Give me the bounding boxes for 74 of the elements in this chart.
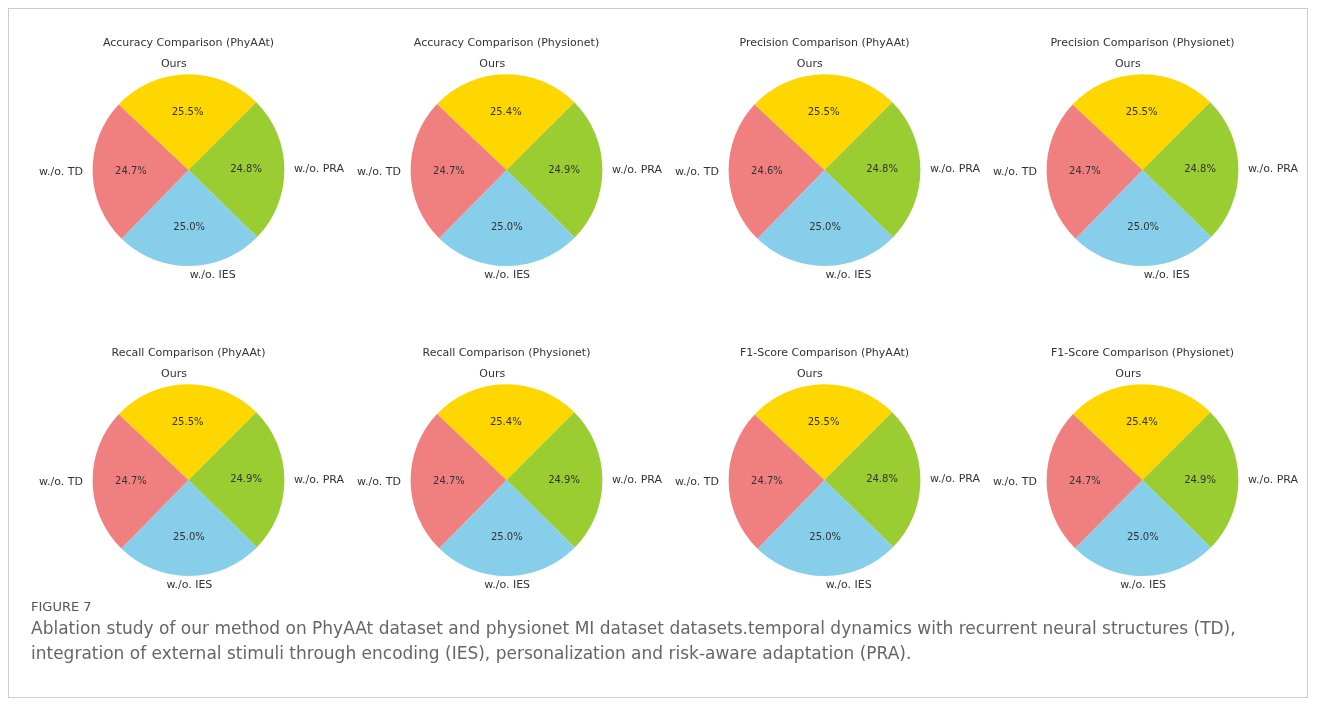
caption: FIGURE 7	[31, 599, 93, 614]
data-label: 25.0%	[490, 221, 523, 233]
data-label: 25.4%	[489, 106, 522, 118]
slice-label: w./o. IES	[189, 268, 236, 282]
slice-label: w./o. TD	[993, 165, 1038, 179]
data-label: 25.5%	[171, 106, 204, 118]
data-label: 24.7%	[433, 164, 465, 176]
slice-label: w./o. PRA	[929, 472, 981, 486]
data-label: 24.6%	[751, 164, 783, 176]
slice-label: w./o. TD	[39, 165, 84, 179]
slice-label: w./o. PRA	[611, 472, 663, 486]
chart-title: Accuracy Comparison (PhyAAt)	[102, 36, 275, 50]
slice-label: Ours	[160, 57, 188, 71]
slice-label: w./o. PRA	[611, 162, 663, 176]
data-label: 24.9%	[230, 473, 262, 485]
text: Ablation study of our method on PhyAAt dataset and physionet MI dataset datasets.temporal dynamics with recurrent neural structures (TD), integration of external stimuli through encoding (IES), personalization and risk-aware adaptation (PRA).	[31, 617, 1237, 665]
slice-label: w./o. IES	[1120, 578, 1167, 592]
slice-label: w./o. IES	[825, 268, 872, 282]
slice-label: w./o. PRA	[293, 472, 345, 486]
slice-label: w./o. TD	[39, 475, 84, 489]
chart-title: Recall Comparison (PhyAAt)	[111, 346, 266, 360]
data-label: 24.7%	[751, 474, 783, 486]
slice-label: Ours	[1114, 57, 1142, 71]
data-label: 24.8%	[866, 473, 898, 485]
data-label: 24.7%	[115, 474, 147, 486]
slice-label: w./o. TD	[675, 475, 720, 489]
chart-title: F1-Score Comparison (PhyAAt)	[739, 346, 910, 360]
slice-label: Ours	[479, 367, 506, 381]
slice-label: w./o. IES	[825, 578, 872, 592]
data-label: 24.9%	[548, 163, 580, 175]
data-label: 25.5%	[807, 106, 840, 118]
chart-title: Precision Comparison (PhyAAt)	[739, 36, 910, 50]
data-label: 25.0%	[1127, 221, 1160, 233]
data-label: 24.9%	[1184, 473, 1216, 485]
data-label: 25.0%	[1126, 531, 1159, 543]
slice-label: w./o. IES	[166, 578, 213, 592]
data-label: 25.5%	[1125, 106, 1158, 118]
data-label: 24.7%	[433, 474, 465, 486]
data-label: 25.0%	[809, 531, 842, 543]
slice-label: Ours	[161, 367, 188, 381]
slice-label: w./o. PRA	[1247, 472, 1299, 486]
slice-label: w./o. PRA	[1247, 162, 1299, 176]
slice-label: w./o. IES	[484, 268, 531, 282]
chart-title: Precision Comparison (Physionet)	[1050, 36, 1235, 50]
slice-label: Ours	[479, 57, 506, 71]
slice-label: w./o. IES	[484, 578, 531, 592]
data-label: 24.8%	[230, 163, 262, 175]
data-label: 25.0%	[173, 531, 205, 543]
chart-title: Recall Comparison (Physionet)	[422, 346, 591, 360]
data-label: 25.4%	[489, 416, 522, 428]
data-label: 24.8%	[1184, 163, 1216, 175]
slice-label: w./o. TD	[357, 164, 402, 178]
chart-title: Accuracy Comparison (Physionet)	[413, 36, 600, 50]
slice-label: w./o. IES	[1143, 268, 1190, 282]
data-label: 25.5%	[807, 416, 840, 428]
slice-label: w./o. PRA	[293, 162, 345, 176]
slice-label: w./o. TD	[357, 474, 402, 488]
data-label: 25.0%	[173, 221, 206, 233]
data-label: 25.5%	[171, 416, 204, 428]
data-label: 24.7%	[115, 164, 147, 176]
data-label: 25.0%	[490, 531, 523, 543]
slice-label: Ours	[796, 57, 824, 71]
data-label: 25.0%	[809, 221, 841, 233]
data-label: 24.7%	[1069, 164, 1101, 176]
slice-label: w./o. TD	[993, 474, 1038, 488]
slice-label: Ours	[1115, 367, 1142, 381]
slice-label: Ours	[796, 367, 824, 381]
slice-label: w./o. TD	[675, 165, 720, 179]
slice-label: w./o. PRA	[929, 162, 981, 176]
data-label: 24.8%	[866, 163, 898, 175]
data-label: 24.7%	[1069, 474, 1101, 486]
data-label: 25.4%	[1125, 416, 1158, 428]
data-label: 24.9%	[548, 473, 580, 485]
chart-title: F1-Score Comparison (Physionet)	[1050, 346, 1235, 360]
